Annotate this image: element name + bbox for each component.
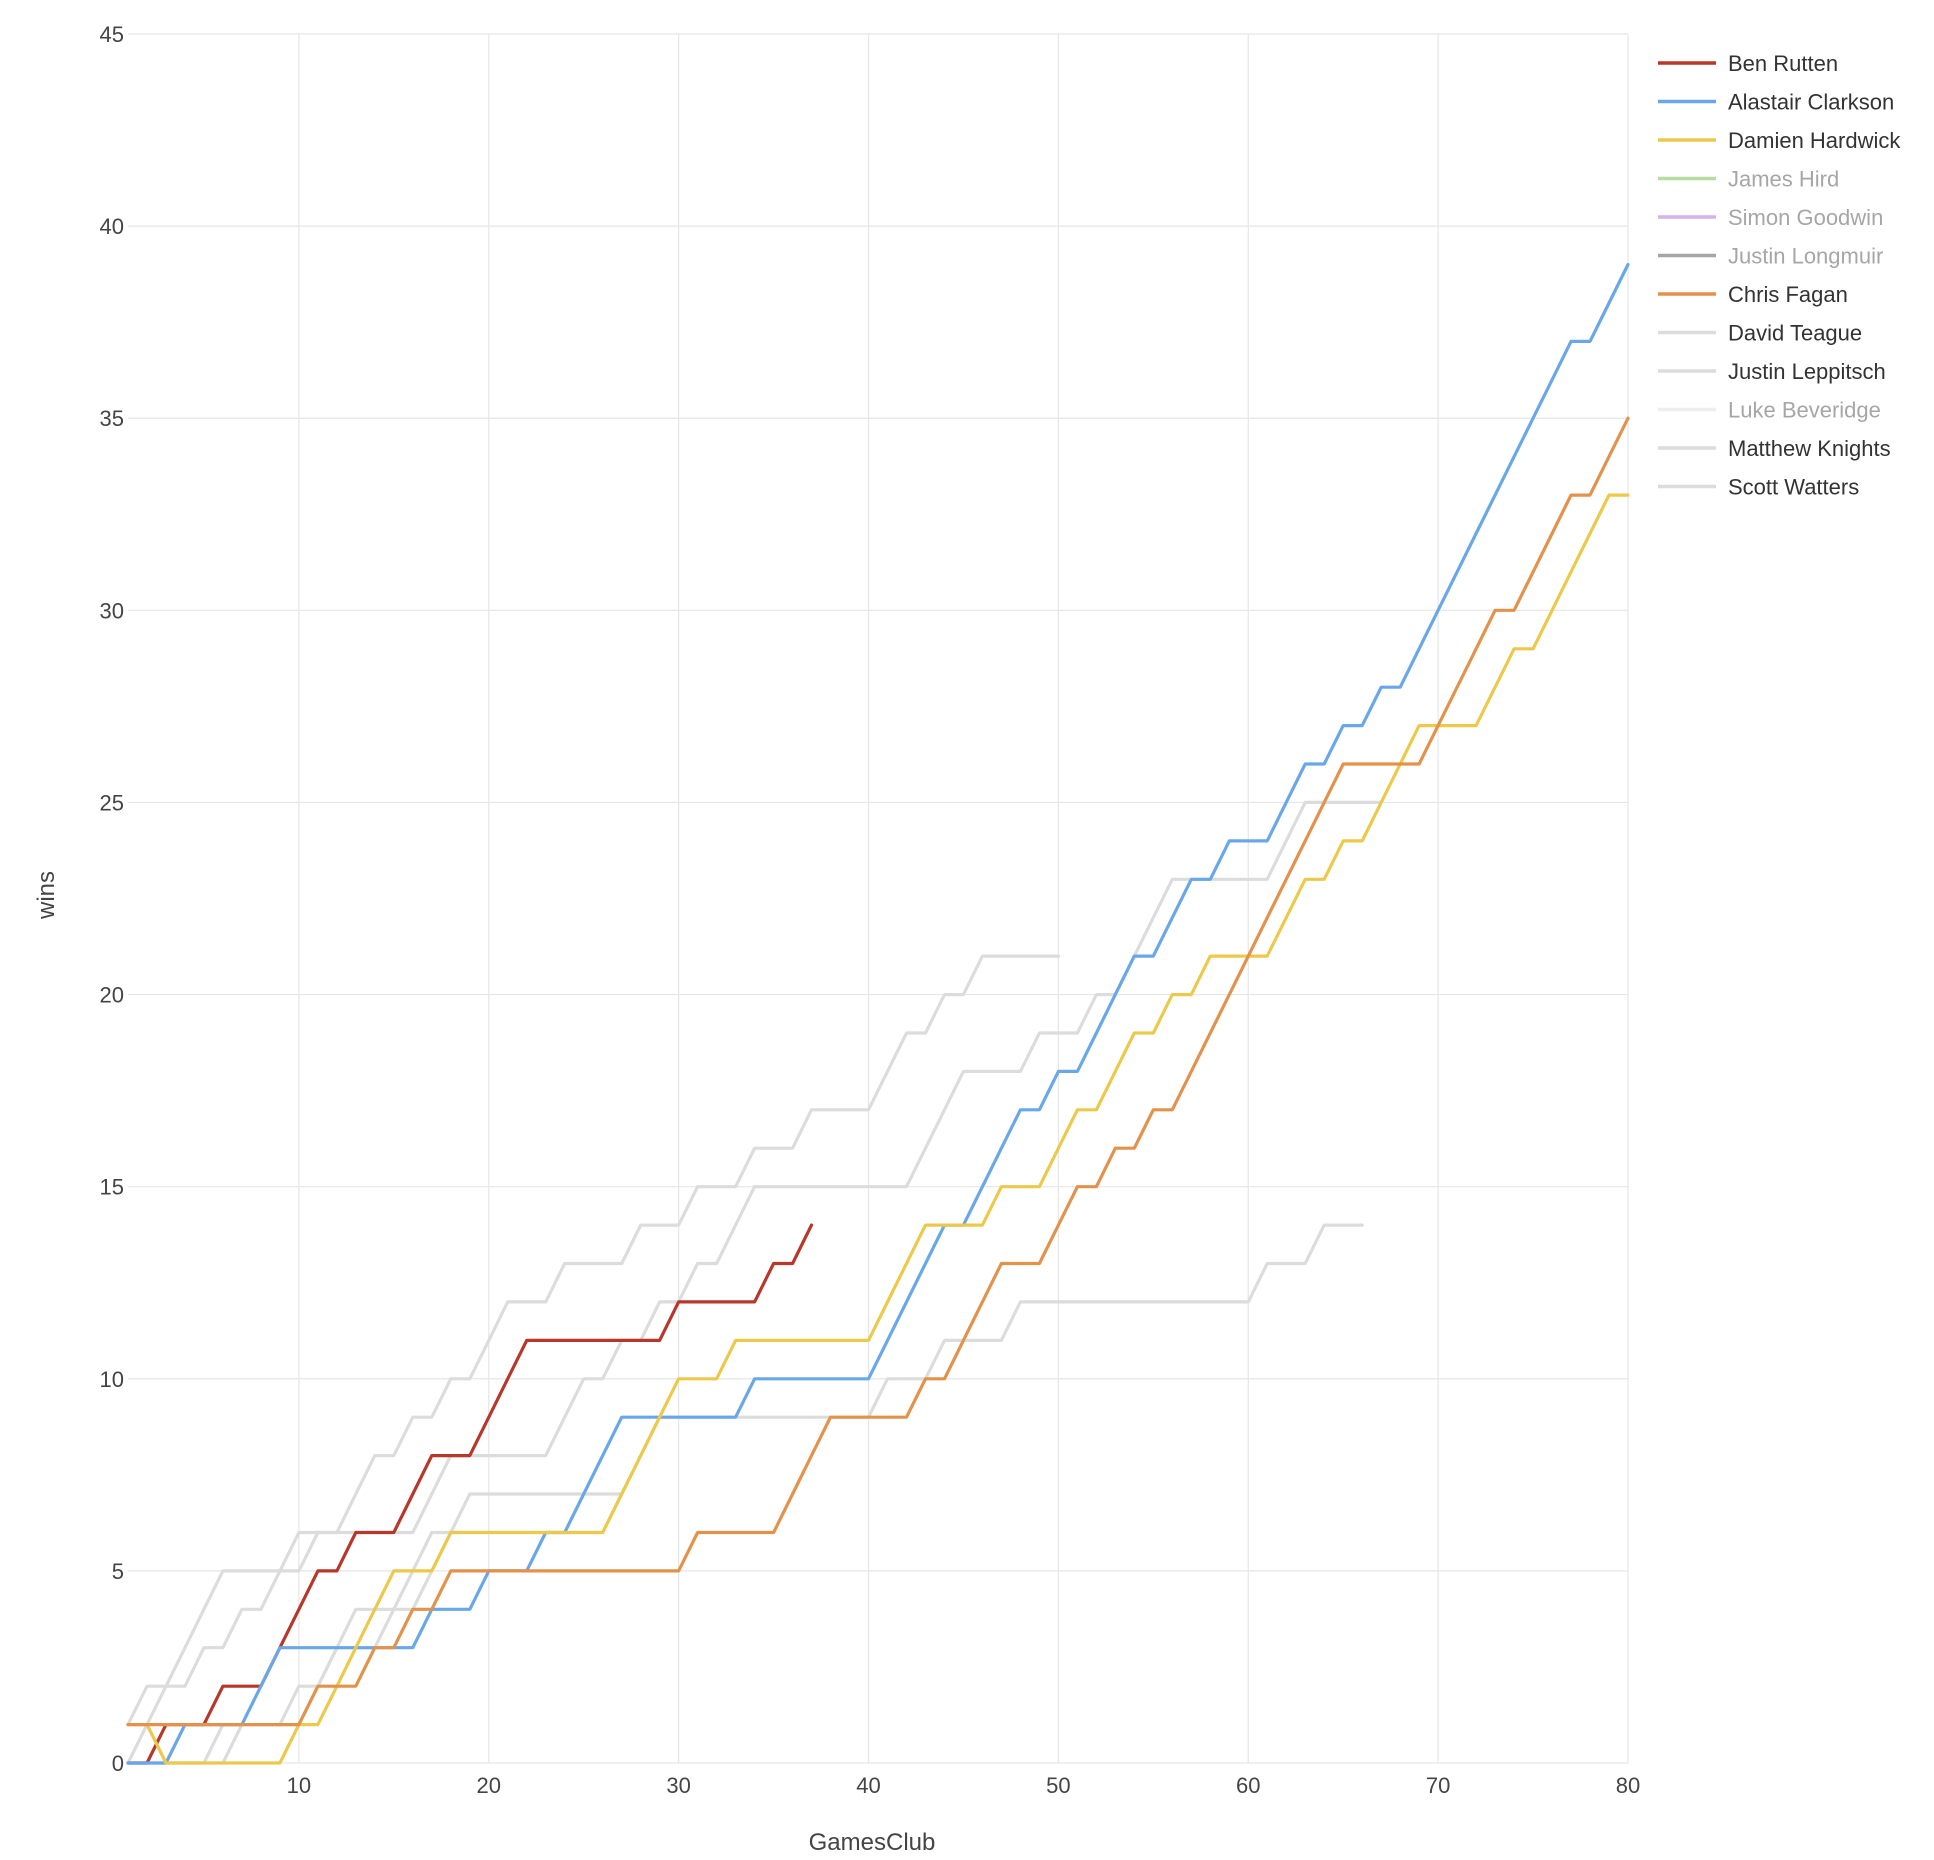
legend-label: Luke Beveridge (1728, 398, 1881, 423)
legend-label: Ben Rutten (1728, 51, 1838, 76)
x-tick-label: 10 (287, 1773, 311, 1798)
legend-label: Damien Hardwick (1728, 128, 1901, 153)
legend-label: David Teague (1728, 321, 1862, 346)
legend-label: Justin Leppitsch (1728, 359, 1886, 384)
legend: Ben Rutten Alastair Clarkson Damien Hardwi… (1658, 51, 1901, 500)
legend-item-ben-rutten[interactable]: Ben Rutten (1658, 51, 1838, 76)
legend-item-chris-fagan[interactable]: Chris Fagan (1658, 282, 1848, 307)
x-tick-label: 60 (1236, 1773, 1260, 1798)
series-lines (126, 262, 1630, 1765)
y-axis-title: wins (33, 871, 60, 920)
y-tick-label: 20 (100, 983, 124, 1008)
series-line-justin-leppitsch (126, 1492, 624, 1765)
y-tick-label: 15 (100, 1175, 124, 1200)
y-tick-label: 35 (100, 406, 124, 431)
legend-label: Simon Goodwin (1728, 205, 1883, 230)
legend-item-david-teague[interactable]: David Teague (1658, 321, 1862, 346)
series-line-matthew-knights (126, 1223, 1364, 1765)
legend-label: Scott Watters (1728, 475, 1859, 500)
y-tick-label: 45 (100, 22, 124, 47)
y-tick-label: 10 (100, 1367, 124, 1392)
legend-item-justin-leppitsch[interactable]: Justin Leppitsch (1658, 359, 1886, 384)
legend-label: James Hird (1728, 167, 1839, 192)
series-line-scott-watters (126, 954, 1061, 1727)
legend-item-scott-watters[interactable]: Scott Watters (1658, 475, 1859, 500)
series-line-chris-fagan (126, 416, 1630, 1727)
x-tick-label: 30 (666, 1773, 690, 1798)
x-tick-label: 50 (1046, 1773, 1070, 1798)
y-tick-label: 5 (112, 1559, 124, 1584)
legend-label: Matthew Knights (1728, 436, 1891, 461)
y-axis-ticks: 0 5 10 15 20 25 30 35 40 45 (100, 22, 124, 1776)
legend-item-simon-goodwin[interactable]: Simon Goodwin (1658, 205, 1883, 230)
gridlines (128, 33, 1629, 1764)
series-line-david-teague (126, 800, 1383, 1765)
x-tick-label: 70 (1426, 1773, 1450, 1798)
x-axis-ticks: 10 20 30 40 50 60 70 80 (287, 1773, 1641, 1798)
x-axis-title: GamesClub (809, 1829, 936, 1856)
legend-item-justin-longmuir[interactable]: Justin Longmuir (1658, 244, 1883, 269)
y-tick-label: 25 (100, 790, 124, 815)
series-line-damien-hardwick (126, 493, 1630, 1765)
legend-item-alastair-clarkson[interactable]: Alastair Clarkson (1658, 90, 1894, 115)
y-tick-label: 40 (100, 214, 124, 239)
x-tick-label: 20 (477, 1773, 501, 1798)
legend-label: Justin Longmuir (1728, 244, 1883, 269)
series-line-ben-rutten (126, 1223, 814, 1765)
x-tick-label: 80 (1616, 1773, 1640, 1798)
legend-item-matthew-knights[interactable]: Matthew Knights (1658, 436, 1891, 461)
legend-label: Chris Fagan (1728, 282, 1848, 307)
legend-item-damien-hardwick[interactable]: Damien Hardwick (1658, 128, 1901, 153)
legend-item-luke-beveridge[interactable]: Luke Beveridge (1658, 398, 1881, 423)
x-tick-label: 40 (856, 1773, 880, 1798)
legend-item-james-hird[interactable]: James Hird (1658, 167, 1839, 192)
legend-label: Alastair Clarkson (1728, 90, 1894, 115)
y-tick-label: 0 (112, 1751, 124, 1776)
y-tick-label: 30 (100, 598, 124, 623)
